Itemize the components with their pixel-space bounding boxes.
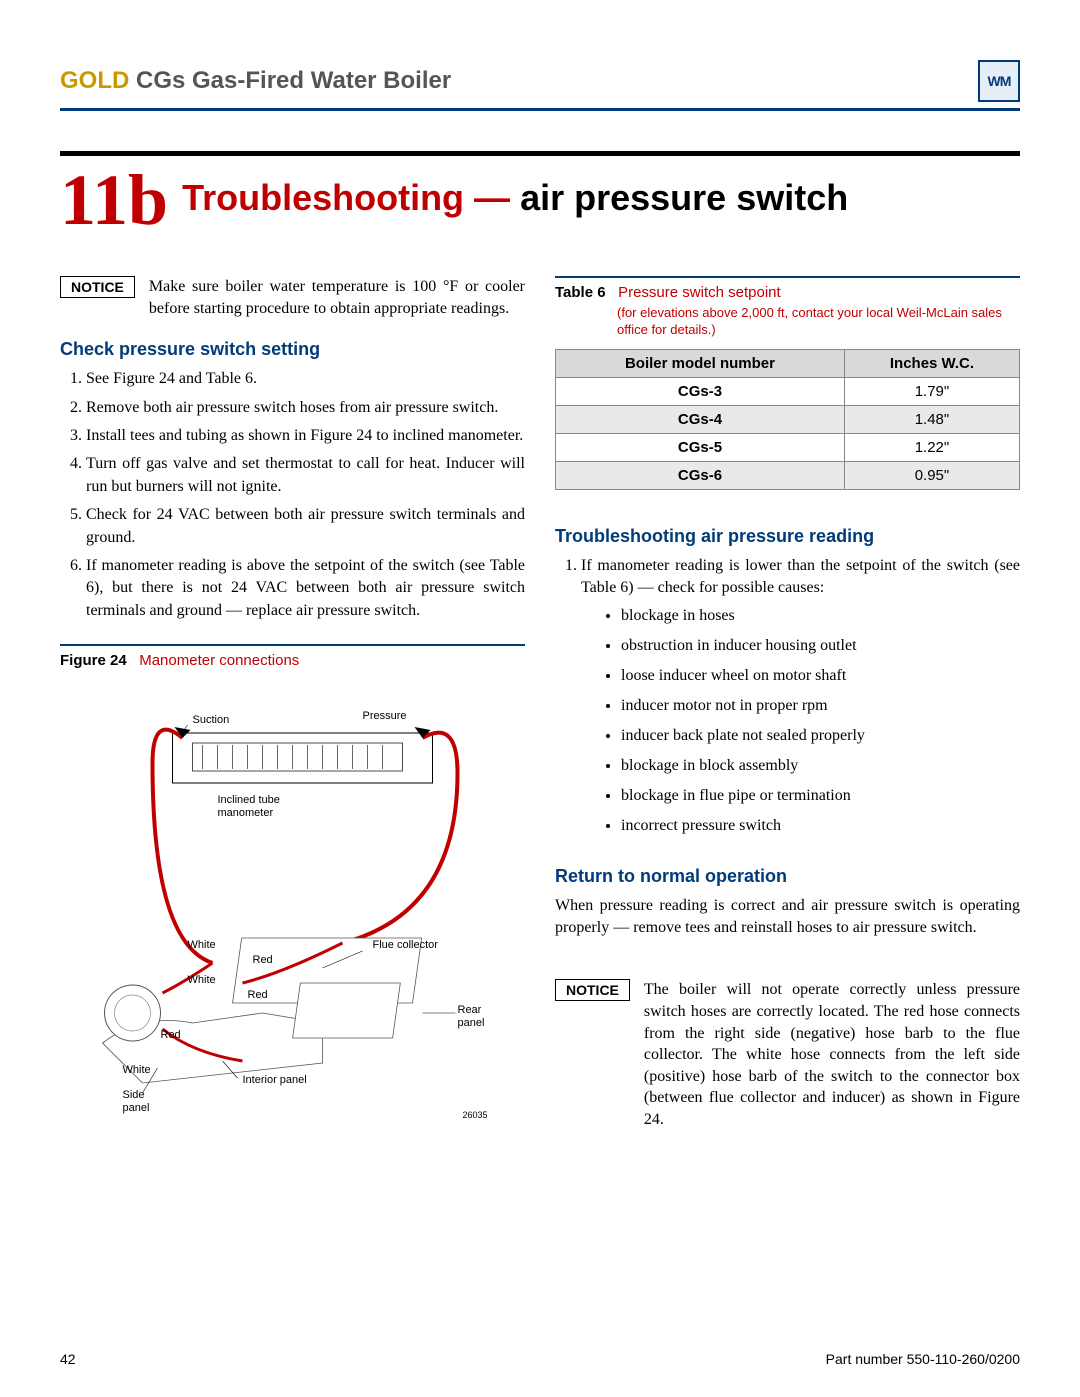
table-label: Table 6 (555, 284, 606, 301)
lbl-white-2: White (188, 974, 216, 986)
lbl-suction: Suction (193, 714, 230, 726)
th-inches: Inches W.C. (844, 349, 1019, 377)
section-title: 11b Troubleshooting — air pressure switc… (60, 151, 1020, 236)
section-rest: air pressure switch (510, 177, 848, 218)
lbl-rear-1: Rear (458, 1004, 482, 1016)
setpoint-table: Boiler model number Inches W.C. CGs-31.7… (555, 349, 1020, 490)
manometer-diagram: Suction Pressure Inclined tube manometer… (60, 683, 525, 1123)
section-em: Troubleshooting — (182, 177, 510, 218)
page-number: 42 (60, 1351, 76, 1367)
table-row: CGs-51.22" (556, 433, 1020, 461)
notice-2: NOTICE The boiler will not operate corre… (555, 979, 1020, 1130)
right-column: Table 6 Pressure switch setpoint (for el… (555, 276, 1020, 1151)
bullet-item: inducer back plate not sealed properly (621, 724, 1020, 748)
brand-logo-icon: WM (978, 60, 1020, 102)
lbl-side-2: panel (123, 1102, 150, 1114)
bullet-item: blockage in block assembly (621, 754, 1020, 778)
left-column: NOTICE Make sure boiler water temperatur… (60, 276, 525, 1151)
step-item: See Figure 24 and Table 6. (86, 368, 525, 390)
figure-title: Manometer connections (139, 652, 299, 669)
lbl-manometer-1: Inclined tube (218, 794, 280, 806)
bullet-item: obstruction in inducer housing outlet (621, 634, 1020, 658)
section-text: Troubleshooting — air pressure switch (182, 177, 848, 218)
table-row: CGs-60.95" (556, 461, 1020, 489)
table-row: CGs-41.48" (556, 405, 1020, 433)
lbl-red-1: Red (253, 954, 273, 966)
part-number: Part number 550-110-260/0200 (826, 1351, 1020, 1367)
table-header-row: Boiler model number Inches W.C. (556, 349, 1020, 377)
trouble-bullets: blockage in hoses obstruction in inducer… (581, 604, 1020, 838)
trouble-intro: If manometer reading is lower than the s… (581, 555, 1020, 838)
trouble-heading: Troubleshooting air pressure reading (555, 526, 1020, 547)
lbl-code: 26035 (463, 1110, 488, 1120)
lbl-interior: Interior panel (243, 1074, 307, 1086)
content-columns: NOTICE Make sure boiler water temperatur… (60, 276, 1020, 1151)
page-header: GOLD CGs Gas-Fired Water Boiler WM (60, 60, 1020, 111)
lbl-manometer-2: manometer (218, 807, 274, 819)
lbl-red-3: Red (161, 1029, 181, 1041)
page-footer: 42 Part number 550-110-260/0200 (60, 1351, 1020, 1367)
bullet-item: incorrect pressure switch (621, 814, 1020, 838)
header-title: GOLD CGs Gas-Fired Water Boiler (60, 67, 451, 95)
header-rest: CGs Gas-Fired Water Boiler (129, 67, 451, 94)
step-item: Remove both air pressure switch hoses fr… (86, 397, 525, 419)
table-subtitle: (for elevations above 2,000 ft, contact … (555, 305, 1020, 339)
return-text: When pressure reading is correct and air… (555, 895, 1020, 940)
table-caption: Table 6 Pressure switch setpoint (555, 276, 1020, 301)
section-number: 11b (60, 160, 168, 240)
lbl-red-2: Red (248, 989, 268, 1001)
header-gold: GOLD (60, 67, 129, 94)
notice-2-text: The boiler will not operate correctly un… (644, 979, 1020, 1130)
lbl-pressure: Pressure (363, 710, 407, 722)
notice-label: NOTICE (60, 276, 135, 298)
lbl-white-3: White (123, 1064, 151, 1076)
step-item: Check for 24 VAC between both air pressu… (86, 504, 525, 549)
lbl-rear-2: panel (458, 1017, 485, 1029)
step-item: If manometer reading is above the setpoi… (86, 555, 525, 622)
bullet-item: loose inducer wheel on motor shaft (621, 664, 1020, 688)
figure-label: Figure 24 (60, 652, 127, 669)
return-heading: Return to normal operation (555, 866, 1020, 887)
bullet-item: inducer motor not in proper rpm (621, 694, 1020, 718)
lbl-side-1: Side (123, 1089, 145, 1101)
notice-1: NOTICE Make sure boiler water temperatur… (60, 276, 525, 319)
bullet-item: blockage in flue pipe or termination (621, 784, 1020, 808)
notice-label: NOTICE (555, 979, 630, 1001)
notice-1-text: Make sure boiler water temperature is 10… (149, 276, 525, 319)
check-steps: See Figure 24 and Table 6. Remove both a… (60, 368, 525, 622)
table-title: Pressure switch setpoint (618, 284, 781, 301)
th-model: Boiler model number (556, 349, 845, 377)
lbl-white-1: White (188, 939, 216, 951)
check-heading: Check pressure switch setting (60, 339, 525, 360)
bullet-item: blockage in hoses (621, 604, 1020, 628)
step-item: Turn off gas valve and set thermostat to… (86, 453, 525, 498)
figure-caption: Figure 24 Manometer connections (60, 644, 525, 669)
step-item: Install tees and tubing as shown in Figu… (86, 425, 525, 447)
lbl-flue: Flue collector (373, 939, 439, 951)
trouble-list: If manometer reading is lower than the s… (555, 555, 1020, 838)
table-row: CGs-31.79" (556, 377, 1020, 405)
